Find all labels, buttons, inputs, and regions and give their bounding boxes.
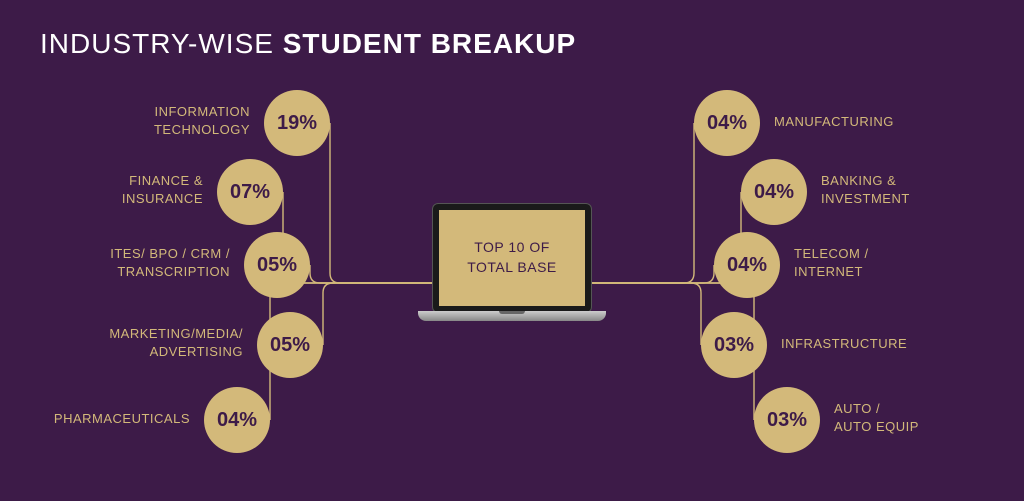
industry-label: AUTO /AUTO EQUIP	[834, 400, 974, 435]
value-circle: 07%	[217, 159, 283, 225]
title-bold: STUDENT BREAKUP	[283, 28, 576, 59]
industry-label: FINANCE &INSURANCE	[93, 172, 203, 207]
industry-label: ITES/ BPO / CRM /TRANSCRIPTION	[100, 245, 230, 280]
industry-label: BANKING &INVESTMENT	[821, 172, 961, 207]
laptop-screen: TOP 10 OFTOTAL BASE	[439, 210, 585, 306]
industry-label: MARKETING/MEDIA/ADVERTISING	[103, 325, 243, 360]
page-title: INDUSTRY-WISE STUDENT BREAKUP	[40, 28, 576, 60]
industry-label: PHARMACEUTICALS	[50, 410, 190, 428]
value-circle: 03%	[701, 312, 767, 378]
value-circle: 04%	[694, 90, 760, 156]
value-circle: 04%	[741, 159, 807, 225]
value-circle: 04%	[714, 232, 780, 298]
value-circle: 19%	[264, 90, 330, 156]
laptop-bezel: TOP 10 OFTOTAL BASE	[432, 203, 592, 313]
industry-label: INFORMATIONTECHNOLOGY	[140, 103, 250, 138]
industry-label: INFRASTRUCTURE	[781, 335, 941, 353]
laptop-graphic: TOP 10 OFTOTAL BASE	[432, 203, 592, 343]
industry-label: TELECOM /INTERNET	[794, 245, 934, 280]
laptop-base	[418, 311, 606, 321]
industry-label: MANUFACTURING	[774, 113, 934, 131]
central-text: TOP 10 OFTOTAL BASE	[467, 238, 557, 277]
value-circle: 03%	[754, 387, 820, 453]
value-circle: 05%	[257, 312, 323, 378]
value-circle: 05%	[244, 232, 310, 298]
title-light: INDUSTRY-WISE	[40, 28, 283, 59]
value-circle: 04%	[204, 387, 270, 453]
